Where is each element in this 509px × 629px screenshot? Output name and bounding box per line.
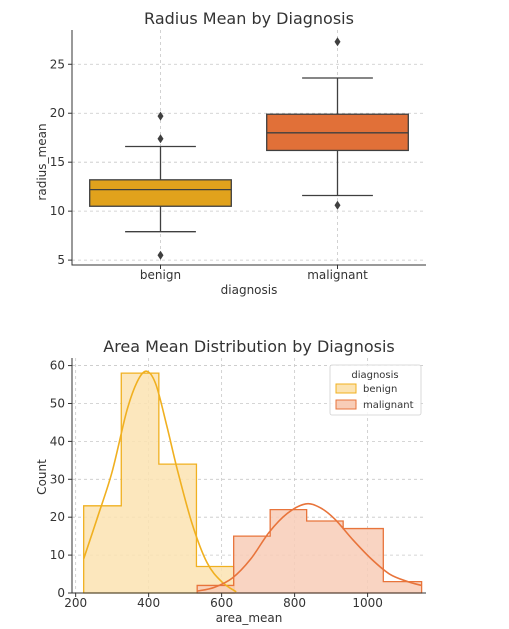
boxplot-chart: Radius Mean by Diagnosis radius_mean dia… xyxy=(35,9,426,297)
legend-swatch-benign xyxy=(335,383,357,394)
grid-lines xyxy=(72,30,426,265)
x-tick-label: 200 xyxy=(64,596,87,610)
y-tick-label: 40 xyxy=(50,434,65,448)
x-axis-label: area_mean xyxy=(216,611,283,625)
x-tick-label: 600 xyxy=(210,596,233,610)
legend-title: diagnosis xyxy=(351,370,398,381)
box-malignant xyxy=(266,37,409,210)
hist-step-area xyxy=(83,372,235,594)
tick-labels: 0 10 20 30 40 50 60 200 400 600 800 1000 xyxy=(50,359,383,610)
axis-spines xyxy=(71,358,426,594)
x-tick-label: 1000 xyxy=(352,596,383,610)
chart-title: Area Mean Distribution by Diagnosis xyxy=(103,337,395,356)
histogram-chart: Area Mean Distribution by Diagnosis Coun… xyxy=(35,337,426,625)
y-tick-label: 20 xyxy=(50,510,65,524)
legend: diagnosis benign malignant xyxy=(329,364,422,416)
x-axis-label: diagnosis xyxy=(221,283,278,297)
y-tick-label: 10 xyxy=(50,548,65,562)
y-tick-label: 30 xyxy=(50,472,65,486)
tick-labels: 5 10 15 20 25 benign malignant xyxy=(50,57,368,282)
y-tick-label: 10 xyxy=(50,204,65,218)
outlier-point xyxy=(157,111,164,121)
kde-line-benign xyxy=(82,370,237,593)
y-tick-label: 20 xyxy=(50,106,65,120)
y-tick-label: 50 xyxy=(50,396,65,410)
box-body xyxy=(89,179,232,207)
y-axis-label: radius_mean xyxy=(35,123,49,200)
outlier-point xyxy=(157,250,164,260)
x-tick-label: malignant xyxy=(307,268,368,282)
y-axis-label: Count xyxy=(35,459,49,495)
hist-series-benign xyxy=(83,372,235,594)
legend-label-malignant: malignant xyxy=(363,400,414,411)
x-tick-label: 800 xyxy=(283,596,306,610)
kde-line-malignant xyxy=(197,502,422,592)
y-tick-label: 5 xyxy=(57,253,65,267)
outlier-point xyxy=(157,134,164,144)
y-tick-label: 60 xyxy=(50,359,65,373)
y-tick-label: 0 xyxy=(57,586,65,600)
box-group xyxy=(89,37,409,260)
legend-label-benign: benign xyxy=(363,384,397,395)
axis-spines xyxy=(71,30,426,266)
y-tick-label: 15 xyxy=(50,155,65,169)
legend-swatch-malignant xyxy=(335,399,357,410)
outlier-point xyxy=(334,37,341,47)
x-tick-label: benign xyxy=(140,268,181,282)
kde-curves xyxy=(82,370,422,593)
chart-title: Radius Mean by Diagnosis xyxy=(144,9,354,28)
box-benign xyxy=(89,111,232,260)
x-tick-label: 400 xyxy=(137,596,160,610)
y-tick-label: 25 xyxy=(50,57,65,71)
outlier-point xyxy=(334,200,341,210)
